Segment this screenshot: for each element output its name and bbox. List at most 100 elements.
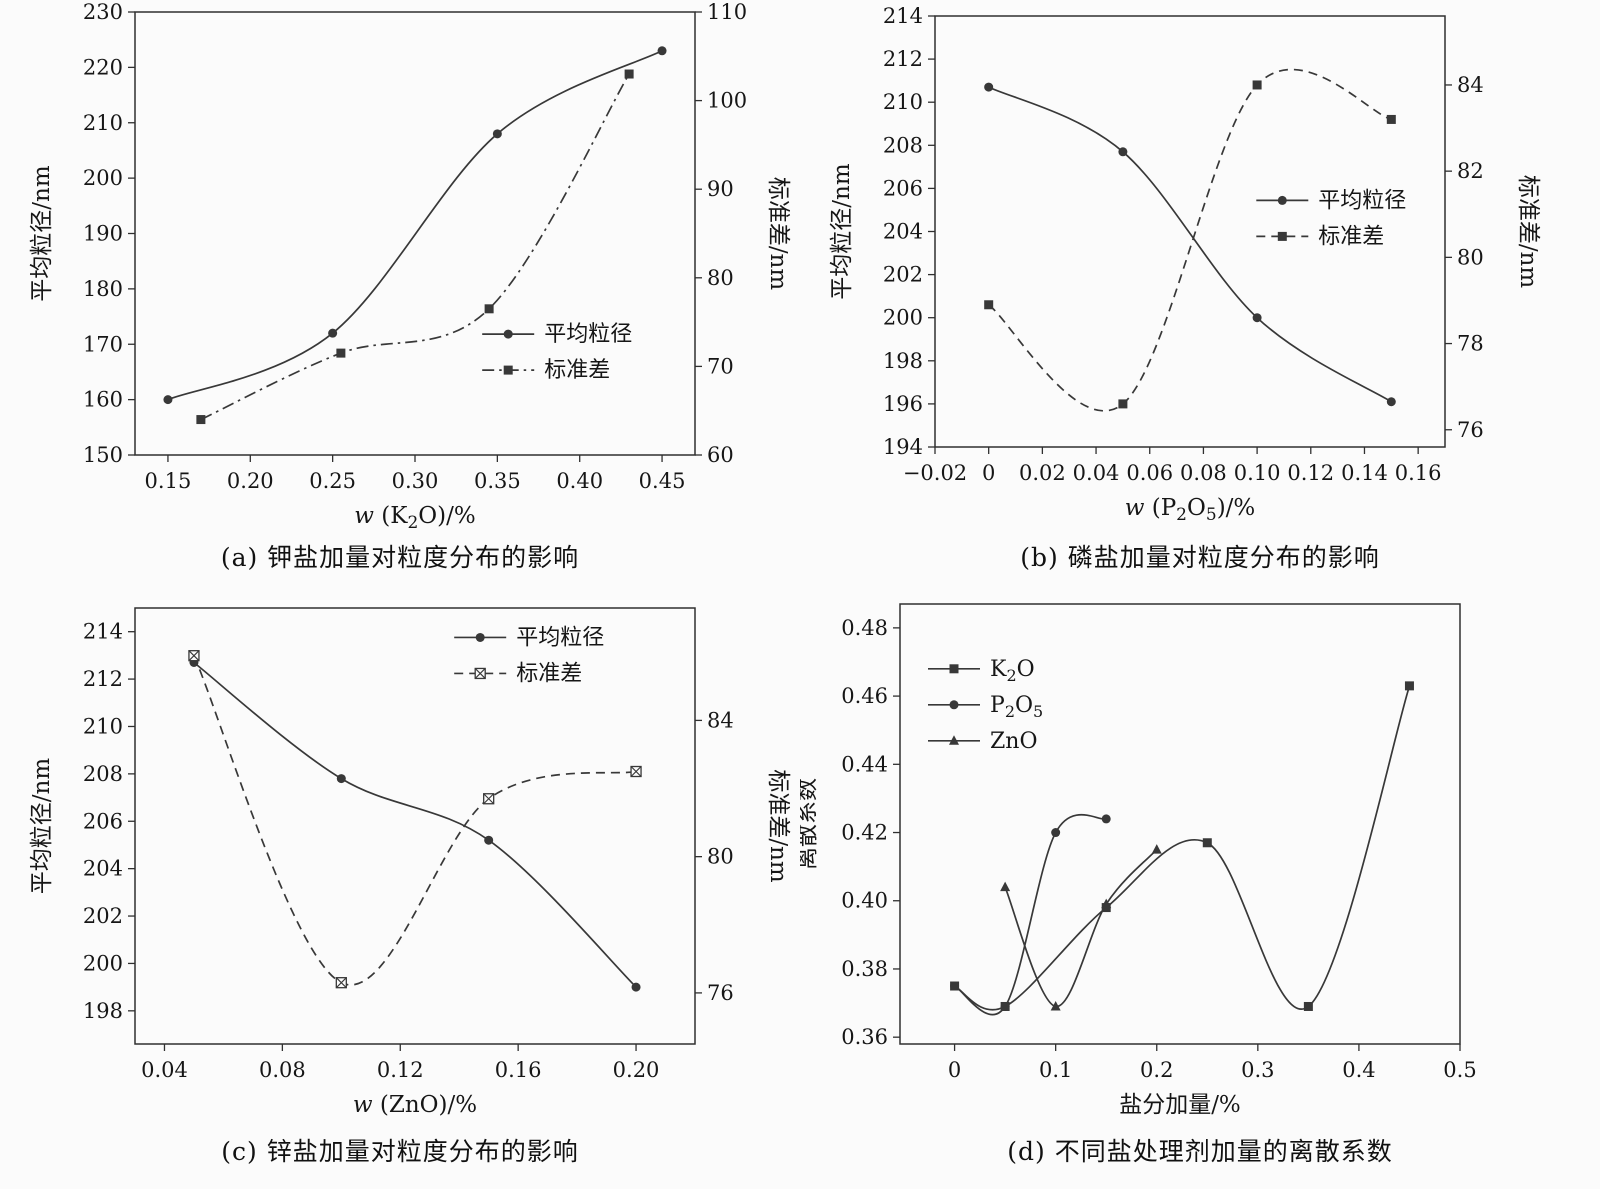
- y-tick-label: 230: [83, 0, 123, 24]
- y2-axis-label: 标准差/nm: [765, 177, 791, 291]
- y-tick-label: 0.48: [841, 616, 888, 640]
- data-point: [631, 982, 641, 992]
- y2-tick-label: 78: [1457, 332, 1484, 356]
- x-tick-label: 0.04: [1073, 461, 1120, 485]
- y-tick-label: 208: [883, 133, 923, 157]
- y2-tick-label: 70: [707, 354, 734, 378]
- y-axis-label: 离散系数: [800, 778, 820, 870]
- y-tick-label: 170: [83, 332, 123, 356]
- data-point: [1118, 147, 1128, 157]
- x-tick-label: 0.45: [639, 469, 686, 493]
- data-point: [657, 46, 667, 56]
- y-tick-label: 198: [83, 999, 123, 1023]
- x-tick-label: 0.20: [227, 469, 274, 493]
- x-axis-label: w (P2O5)/%: [1125, 495, 1256, 525]
- data-point: [163, 395, 173, 405]
- y-tick-label: 0.38: [841, 957, 888, 981]
- chart-b-canvas: −0.02 0 0.02 0.04 0.06 0.08 0.10 0.12 0.14 0.16 19…: [829, 4, 1541, 525]
- y-tick-label: 204: [883, 220, 923, 244]
- series-line: [193, 655, 637, 986]
- y-tick-label: 0.36: [841, 1025, 888, 1049]
- chart-cell-a: 0.15 0.20 0.25 0.30 0.35 0.40 0.45 150 160 170 180…: [0, 0, 800, 594]
- y-tick-label: 0.40: [841, 889, 888, 913]
- series-line: [954, 813, 1107, 1016]
- y-tick-label: 210: [883, 90, 923, 114]
- y-tick-label: 150: [83, 443, 123, 467]
- x-tick-label: 0.14: [1341, 461, 1388, 485]
- data-point: [984, 300, 994, 310]
- x-tick-label: 0.06: [1126, 461, 1173, 485]
- x-tick-label: 0.12: [1287, 461, 1334, 485]
- data-point: [1101, 898, 1112, 909]
- y2-tick-label: 84: [707, 708, 734, 732]
- x-tick-label: 0.08: [259, 1058, 306, 1082]
- legend-label: 标准差: [516, 661, 582, 686]
- legend-label: K2O: [990, 657, 1035, 685]
- data-point: [1404, 681, 1414, 691]
- x-tick-label: 0.4: [1342, 1058, 1375, 1082]
- x-tick-label: 0.5: [1443, 1058, 1476, 1082]
- y2-tick-label: 76: [707, 981, 734, 1005]
- y2-tick-label: 110: [707, 0, 747, 24]
- data-point: [1151, 844, 1162, 854]
- data-point: [1252, 80, 1262, 90]
- chart-c-canvas: 0.04 0.08 0.12 0.16 0.20 198 200 202 204 206 208 21…: [29, 607, 791, 1118]
- y2-tick-label: 82: [1457, 159, 1484, 183]
- chart-a-caption: (a) 钾盐加量对粒度分布的影响: [220, 543, 580, 572]
- plot-frame: [899, 603, 1461, 1045]
- data-point: [1202, 838, 1212, 848]
- x-tick-label: 0: [948, 1058, 961, 1082]
- data-point: [336, 348, 346, 358]
- legend-label: 平均粒径: [544, 322, 632, 347]
- series-line: [1004, 849, 1158, 1008]
- legend: K2O P2O5 ZnO: [928, 657, 1043, 754]
- series-line: [988, 86, 1392, 403]
- y-tick-label: 198: [883, 349, 923, 373]
- x-tick-label: 0.16: [1395, 461, 1442, 485]
- y2-tick-label: 90: [707, 177, 734, 201]
- y-tick-label: 196: [883, 392, 923, 416]
- chart-c-caption: (c) 锌盐加量对粒度分布的影响: [221, 1137, 579, 1166]
- data-point: [1277, 195, 1287, 205]
- x-tick-label: 0.20: [613, 1058, 660, 1082]
- y-tick-label: 220: [83, 55, 123, 79]
- data-point: [1050, 1000, 1061, 1011]
- y-tick-label: 212: [883, 47, 923, 71]
- data-point: [984, 82, 994, 92]
- x-tick-label: 0.3: [1241, 1058, 1274, 1082]
- y-tick-label: 200: [83, 166, 123, 190]
- x-tick-label: 0.04: [141, 1058, 188, 1082]
- plot-area: −0.02 0 0.02 0.04 0.06 0.08 0.10 0.12 0.14 0.16 19…: [829, 4, 1541, 525]
- chart-d-canvas: 0 0.1 0.2 0.3 0.4 0.5 0.36 0.38 0.40 0.42 0.44 0.46…: [800, 603, 1477, 1118]
- chart-cell-c: 0.04 0.08 0.12 0.16 0.20 198 200 202 204 206 208 21…: [0, 594, 800, 1189]
- chart-b-caption: (b) 磷盐加量对粒度分布的影响: [1020, 543, 1380, 572]
- x-tick-label: 0.1: [1039, 1058, 1072, 1082]
- data-point-x: [188, 650, 200, 662]
- data-point-x: [474, 668, 486, 679]
- y-axis-label: 平均粒径/nm: [29, 165, 55, 302]
- y-tick-label: 0.44: [841, 752, 888, 776]
- legend-label: ZnO: [990, 729, 1038, 754]
- x-tick-label: 0.15: [145, 469, 192, 493]
- data-point: [949, 735, 959, 745]
- y2-tick-label: 80: [707, 266, 734, 290]
- legend-label: 平均粒径: [516, 625, 604, 650]
- y2-axis-label: 标准差/nm: [1515, 175, 1541, 289]
- y-tick-label: 194: [883, 435, 923, 459]
- legend-label: 标准差: [544, 358, 610, 383]
- y2-axis-label: 标准差/nm: [765, 769, 791, 883]
- series-line: [167, 50, 663, 401]
- data-point-x: [630, 766, 642, 777]
- x-tick-label: 0.40: [556, 469, 603, 493]
- series-line: [200, 73, 630, 421]
- data-point-x: [335, 977, 347, 989]
- data-point: [624, 69, 634, 79]
- chart-d-caption: (d) 不同盐处理剂加量的离散系数: [1007, 1137, 1393, 1166]
- x-tick-label: 0.25: [309, 469, 356, 493]
- y2-tick-label: 84: [1457, 73, 1484, 97]
- data-point: [950, 981, 960, 991]
- x-tick-label: 0.12: [377, 1058, 424, 1082]
- legend-label: 平均粒径: [1318, 188, 1406, 213]
- x-axis-label: w (K2O)/%: [354, 503, 475, 533]
